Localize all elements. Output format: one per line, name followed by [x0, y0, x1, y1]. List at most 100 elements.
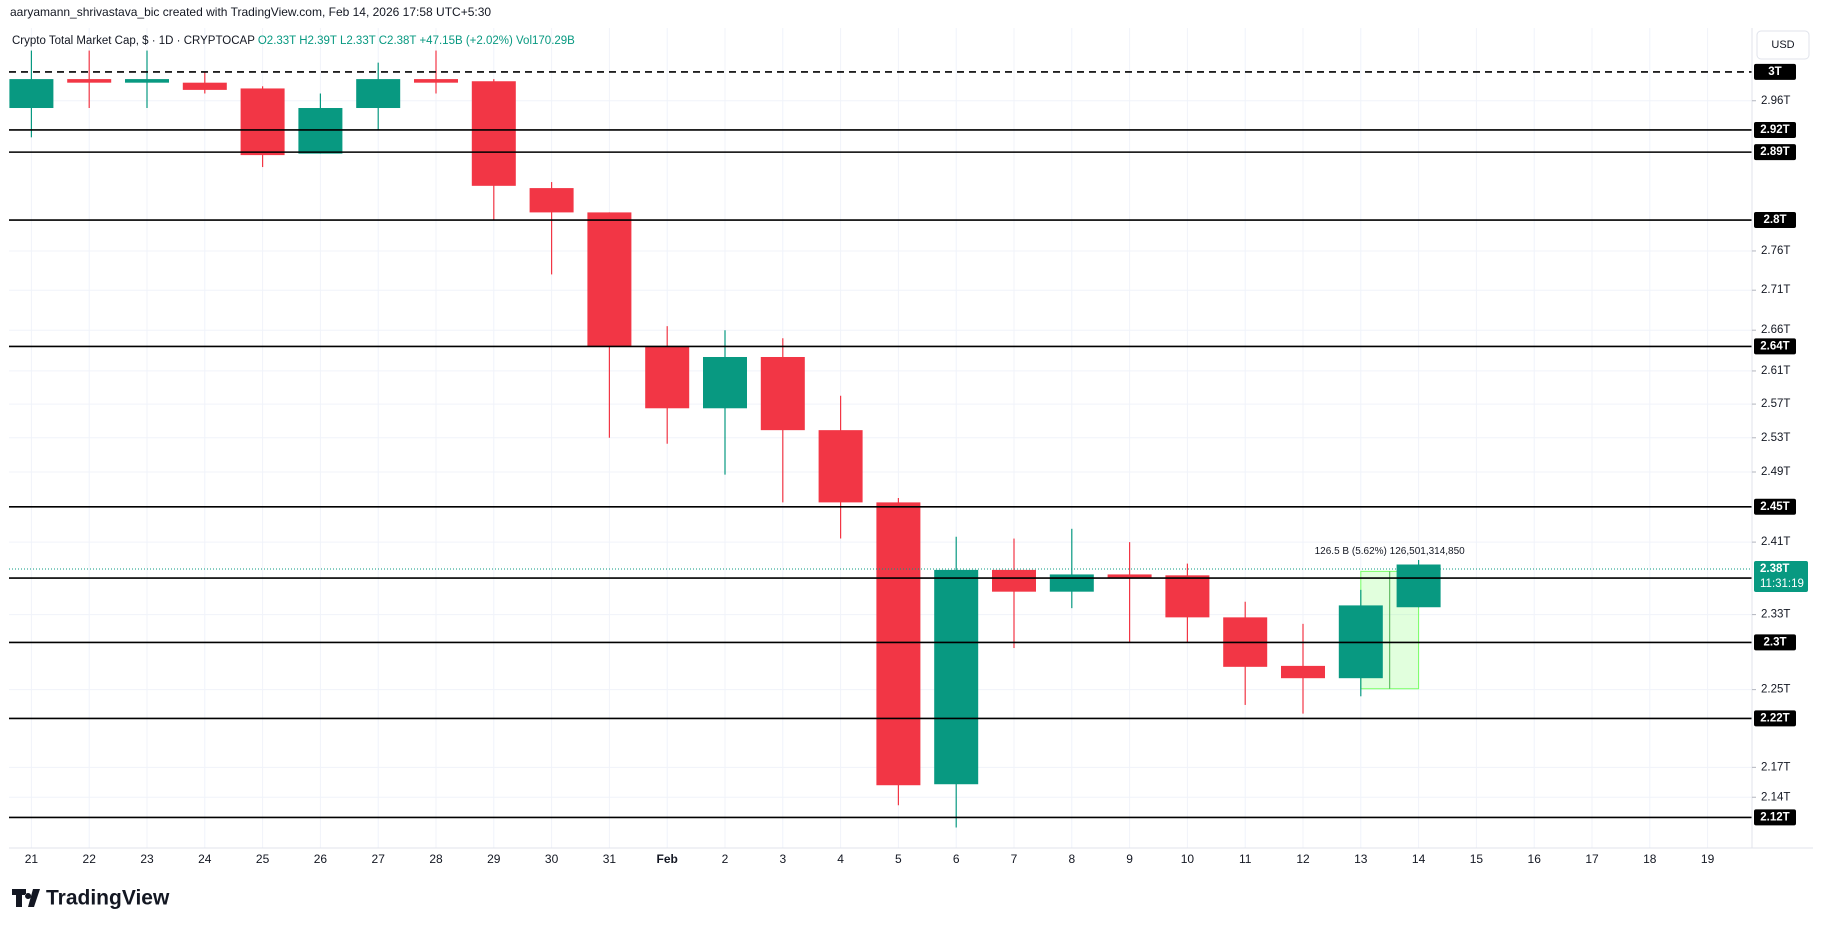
x-tick-label: 6: [953, 852, 960, 866]
y-tick-label: 2.57T: [1761, 398, 1790, 410]
y-tick-label: 2.25T: [1761, 684, 1790, 696]
x-tick-label: 15: [1470, 852, 1484, 866]
x-tick-label: 24: [198, 852, 212, 866]
x-tick-label: 16: [1528, 852, 1542, 866]
x-tick-label: 19: [1701, 852, 1715, 866]
currency-button[interactable]: [1756, 30, 1810, 60]
legend-change: +47.15B (+2.02%): [419, 35, 513, 47]
horizontal-line-label-bg: [1754, 144, 1796, 161]
x-tick-label: 25: [256, 852, 270, 866]
legend-symbol: Crypto Total Market Cap, $ · 1D · CRYPTO…: [12, 35, 255, 47]
candle-body: [529, 188, 574, 213]
candle-body: [67, 79, 112, 83]
last-price-label-bg: [1754, 561, 1808, 593]
x-tick-label: 8: [1068, 852, 1075, 866]
candle-body: [471, 81, 516, 186]
countdown: 11:31:19: [1760, 578, 1804, 590]
horizontal-line-label-bg: [1754, 63, 1796, 80]
candle-body: [125, 79, 169, 83]
y-tick-label: 2.66T: [1761, 324, 1790, 336]
y-tick-label: 2.96T: [1761, 95, 1790, 107]
candle-body: [298, 108, 343, 154]
x-tick-label: 31: [603, 852, 617, 866]
legend-volume: Vol170.29B: [516, 35, 575, 47]
horizontal-line-label: 2.22T: [1760, 712, 1789, 724]
x-tick-label: 4: [837, 852, 844, 866]
candle-body: [818, 430, 863, 503]
candle-body: [9, 79, 54, 109]
y-tick-label: 2.49T: [1761, 466, 1790, 478]
y-tick-label: 2.33T: [1761, 609, 1790, 621]
x-tick-label: 17: [1585, 852, 1599, 866]
horizontal-line-label-bg: [1754, 634, 1796, 651]
x-tick-label: 30: [545, 852, 559, 866]
x-tick-label: 7: [1011, 852, 1018, 866]
y-tick-label: 2.17T: [1761, 761, 1790, 773]
candle-body: [1396, 564, 1441, 608]
measure-label: 126.5 B (5.62%) 126,501,314,850: [1315, 546, 1466, 557]
candle-body: [1049, 574, 1094, 592]
horizontal-line-label-bg: [1754, 338, 1796, 355]
x-tick-label: 11: [1239, 852, 1252, 866]
candle-body: [587, 212, 632, 347]
horizontal-line-label: 3T: [1768, 66, 1781, 78]
legend-low: L2.33T: [340, 35, 376, 47]
horizontal-line-label-bg: [1754, 710, 1796, 727]
plot: [9, 50, 1752, 828]
candle-body: [356, 79, 401, 109]
x-tick-label: 22: [83, 852, 97, 866]
candle-body: [182, 82, 227, 90]
legend-open: O2.33T: [258, 35, 296, 47]
candle-body: [1165, 575, 1210, 618]
legend: Crypto Total Market Cap, $ · 1D · CRYPTO…: [12, 35, 575, 47]
candle-body: [992, 569, 1036, 592]
x-tick-label: Feb: [657, 852, 678, 866]
candle-body: [414, 79, 458, 83]
horizontal-line-label: 2.8T: [1763, 214, 1786, 226]
candle-body: [1107, 574, 1152, 579]
horizontal-line-label-bg: [1754, 498, 1796, 515]
x-tick-label: 10: [1181, 852, 1195, 866]
horizontal-line-label-bg: [1754, 212, 1796, 229]
x-tick-label: 18: [1643, 852, 1657, 866]
y-tick-label: 2.76T: [1761, 245, 1790, 257]
candle-body: [876, 502, 921, 786]
horizontal-line-label-bg: [1754, 121, 1796, 138]
candle-body: [1281, 665, 1325, 679]
candle-body: [240, 88, 285, 156]
horizontal-line-label: 2.12T: [1760, 811, 1789, 823]
legend-close: C2.38T: [379, 35, 417, 47]
x-tick-label: 29: [487, 852, 501, 866]
horizontal-line-label: 2.3T: [1763, 636, 1786, 648]
logo-icon: [12, 889, 40, 907]
horizontal-line-label: 2.92T: [1760, 124, 1789, 136]
x-tick-label: 13: [1354, 852, 1368, 866]
candle-body: [934, 569, 979, 785]
logo-text: TradingView: [46, 887, 170, 910]
horizontal-line-label: 2.89T: [1760, 146, 1789, 158]
currency[interactable]: USD: [1771, 39, 1794, 51]
y-tick-label: 2.14T: [1761, 791, 1790, 803]
y-tick-label: 2.71T: [1761, 284, 1790, 296]
x-tick-label: 9: [1126, 852, 1133, 866]
legend-high: H2.39T: [299, 35, 337, 47]
y-tick-label: 2.61T: [1761, 365, 1790, 377]
candle-body: [760, 356, 805, 431]
last-price-label: 2.38T: [1760, 563, 1789, 575]
x-tick-label: 5: [895, 852, 902, 866]
logo: TradingView: [12, 887, 170, 910]
horizontal-line-label: 2.45T: [1760, 501, 1789, 513]
credit: aaryamann_shrivastava_bic created with T…: [10, 5, 491, 19]
x-tick-label: 27: [372, 852, 386, 866]
horizontal-line-label-bg: [1754, 809, 1796, 826]
y-tick-label: 2.41T: [1761, 536, 1790, 548]
y-tick-label: 2.53T: [1761, 432, 1790, 444]
x-tick-label: 23: [140, 852, 154, 866]
x-tick-label: 12: [1296, 852, 1310, 866]
candle-body: [645, 346, 690, 409]
x-tick-label: 2: [722, 852, 729, 866]
x-tick-label: 28: [429, 852, 443, 866]
x-tick-label: 14: [1412, 852, 1426, 866]
candle-body: [703, 356, 747, 409]
